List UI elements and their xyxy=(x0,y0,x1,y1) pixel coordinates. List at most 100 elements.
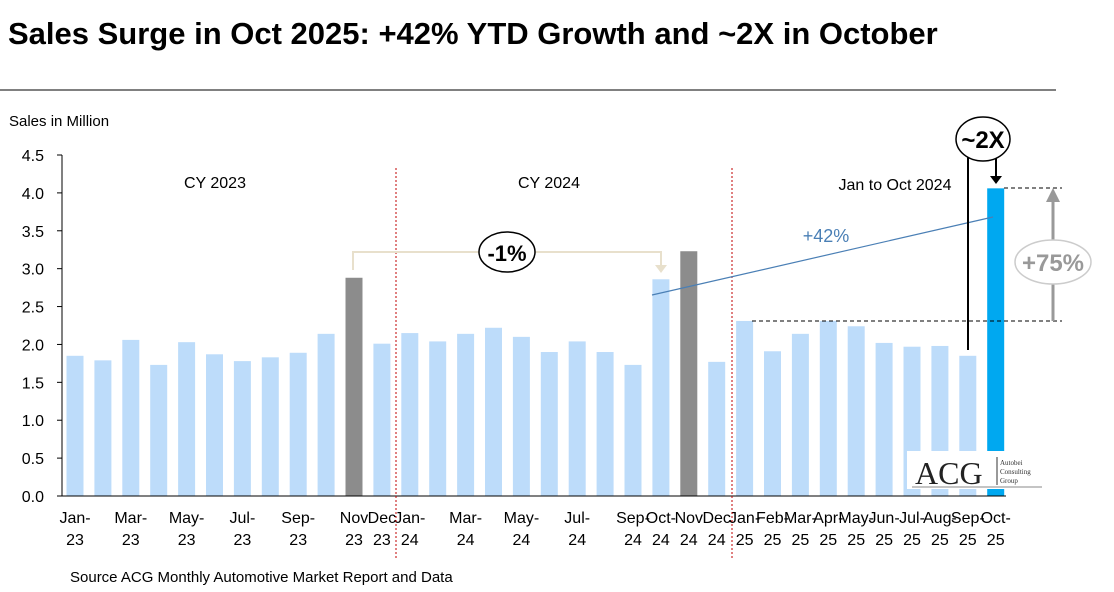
x-tick-label: 23 xyxy=(289,532,307,549)
x-tick-label: 24 xyxy=(457,532,475,549)
svg-text:ACG: ACG xyxy=(915,455,983,491)
bar-jul-23 xyxy=(233,361,251,496)
x-tick-label: 25 xyxy=(987,532,1005,549)
x-tick-label: Jul- xyxy=(899,510,925,527)
x-tick-label: 25 xyxy=(875,532,893,549)
segment-label: CY 2024 xyxy=(518,175,580,192)
y-tick-label: 0.5 xyxy=(22,451,44,468)
x-tick-label: 25 xyxy=(847,532,865,549)
x-tick-label: Oct- xyxy=(981,510,1011,527)
x-tick-label: Jul- xyxy=(230,510,256,527)
y-tick-label: 2.5 xyxy=(22,300,44,317)
x-tick-label: Dec xyxy=(702,510,730,527)
y-axis-label: Sales in Million xyxy=(9,113,109,130)
bar-apr-25 xyxy=(819,320,837,496)
oct-multiple-badge xyxy=(955,116,1011,162)
bar-aug-24 xyxy=(596,352,614,496)
bar-jan-24 xyxy=(401,333,419,496)
x-tick-label: 24 xyxy=(652,532,670,549)
x-tick-label: 23 xyxy=(178,532,196,549)
x-tick-label: Apr- xyxy=(813,510,843,527)
y-tick-label: 4.0 xyxy=(22,186,44,203)
x-tick-label: 25 xyxy=(764,532,782,549)
x-tick-label: 24 xyxy=(680,532,698,549)
x-tick-label: 25 xyxy=(819,532,837,549)
bar-feb-25 xyxy=(764,351,781,496)
bar-jan-23 xyxy=(66,355,84,496)
svg-text:Group: Group xyxy=(1000,477,1018,485)
bar-feb-24 xyxy=(429,341,447,496)
ytd-trend-line xyxy=(651,216,994,296)
oct-vs-jan-label: +75% xyxy=(1022,250,1084,277)
bar-dec-24 xyxy=(708,361,726,496)
bar-feb-23 xyxy=(94,360,112,496)
x-tick-label: 25 xyxy=(736,532,754,549)
x-tick-label: 24 xyxy=(624,532,642,549)
bar-jun-23 xyxy=(206,354,223,496)
bar-apr-24 xyxy=(485,327,502,496)
y-axis: 0.0 0.5 1.0 1.5 2.0 2.5 3.0 3.5 4.0 4.5 xyxy=(22,148,63,506)
x-tick-label: 23 xyxy=(122,532,140,549)
x-tick-label: Sep- xyxy=(281,510,315,527)
bar-oct-25 xyxy=(987,188,1005,496)
y-tick-label: 0.0 xyxy=(22,489,44,506)
bar-jun-24 xyxy=(540,352,558,496)
x-tick-label: 25 xyxy=(959,532,977,549)
chart-title: Sales Surge in Oct 2025: +42% YTD Growth… xyxy=(8,16,938,51)
arrow-head xyxy=(655,265,667,273)
y-tick-label: 1.0 xyxy=(22,413,44,430)
y-tick-label: 3.5 xyxy=(22,224,44,241)
x-tick-label: Jan- xyxy=(729,510,760,527)
x-tick-label: May- xyxy=(169,510,205,527)
bar-nov-24 xyxy=(680,251,698,496)
bar-aug-23 xyxy=(261,357,279,496)
bar-oct-24 xyxy=(652,279,670,496)
x-tick-label: 24 xyxy=(401,532,419,549)
arrow-head xyxy=(990,176,1002,184)
bar-jul-24 xyxy=(568,341,586,496)
x-tick-label: 24 xyxy=(568,532,586,549)
x-tick-label: 23 xyxy=(373,532,391,549)
svg-text:Consulting: Consulting xyxy=(1000,468,1031,476)
y-tick-label: 3.0 xyxy=(22,262,44,279)
oct-multiple-label: ~2X xyxy=(961,127,1004,154)
x-tick-label: Mar- xyxy=(114,510,147,527)
x-tick-label: Feb- xyxy=(756,510,789,527)
bar-sep-24 xyxy=(624,364,642,496)
bar-oct-23 xyxy=(317,333,335,496)
source-note: Source ACG Monthly Automotive Market Rep… xyxy=(70,569,453,586)
x-tick-label: 24 xyxy=(708,532,726,549)
x-tick-label: 24 xyxy=(513,532,531,549)
bar-nov-23 xyxy=(345,277,363,496)
x-tick-label: Dec xyxy=(368,510,396,527)
ytd-growth-label: +42% xyxy=(803,226,850,246)
x-tick-label: Mar- xyxy=(784,510,817,527)
x-tick-label: 23 xyxy=(234,532,252,549)
x-tick-label: 25 xyxy=(903,532,921,549)
oct-vs-jan-badge xyxy=(1014,239,1092,285)
bar-jan-25 xyxy=(736,320,754,496)
x-tick-label: Jan- xyxy=(59,510,90,527)
x-tick-label: Nov xyxy=(675,510,703,527)
svg-text:Autobei: Autobei xyxy=(1000,459,1023,467)
bar-mar-23 xyxy=(122,339,140,496)
x-tick-label: Jan- xyxy=(394,510,425,527)
x-axis-labels: Jan-23Mar-23May-23Jul-23Sep-23Nov23Dec23… xyxy=(59,510,1010,549)
x-tick-label: Jul- xyxy=(564,510,590,527)
acg-logo: ACG Autobei Consulting Group xyxy=(907,451,1042,491)
y-tick-label: 4.5 xyxy=(22,148,44,165)
bar-jun-25 xyxy=(875,342,893,496)
nov-change-badge xyxy=(478,231,536,273)
x-tick-label: Sep- xyxy=(951,510,985,527)
x-tick-label: Nov xyxy=(340,510,368,527)
x-tick-label: 23 xyxy=(66,532,84,549)
bar-may-25 xyxy=(847,326,865,496)
nov-change-label: -1% xyxy=(487,241,526,266)
bar-may-24 xyxy=(512,336,530,496)
bar-mar-24 xyxy=(457,333,475,496)
x-tick-label: May- xyxy=(838,510,874,527)
bars xyxy=(66,188,1005,496)
x-tick-label: 25 xyxy=(931,532,949,549)
x-tick-label: 23 xyxy=(345,532,363,549)
